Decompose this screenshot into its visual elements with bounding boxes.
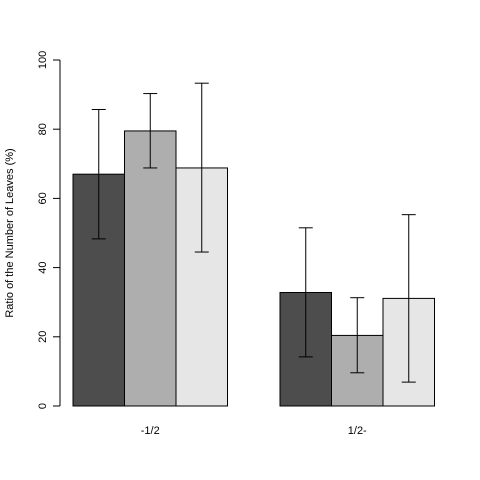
y-tick-label-0: 0	[37, 403, 49, 409]
y-tick-label-60: 60	[37, 192, 49, 204]
bar-1-2	[124, 130, 177, 407]
y-tick-label-80: 80	[37, 123, 49, 135]
y-axis-title: Ratio of the Number of Leaves (%)	[4, 148, 16, 317]
error-bars	[91, 82, 416, 383]
y-axis: 0 20 40 60 80 100	[37, 51, 61, 409]
category-labels: -1/2 1/2-	[141, 425, 367, 437]
y-tick-label-40: 40	[37, 261, 49, 273]
y-tick-label-100: 100	[37, 51, 49, 69]
category-label-2: 1/2-	[348, 425, 367, 437]
bars	[72, 130, 435, 407]
category-label-1: -1/2	[141, 425, 160, 437]
y-tick-label-20: 20	[37, 331, 49, 343]
